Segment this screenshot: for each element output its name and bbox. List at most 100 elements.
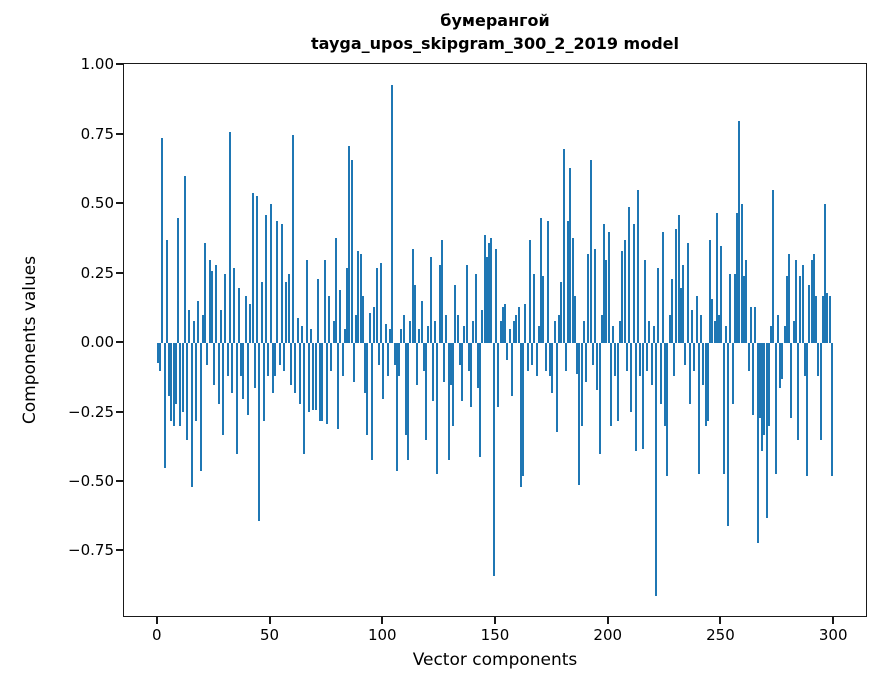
x-tick-mark: [155, 617, 158, 624]
bar: [373, 306, 376, 344]
bar: [655, 343, 658, 596]
bar: [186, 343, 189, 441]
bar: [235, 343, 238, 455]
bar: [256, 195, 259, 344]
bar: [513, 320, 516, 344]
bar: [772, 190, 775, 344]
bar: [371, 343, 373, 460]
bar: [253, 343, 256, 388]
bar: [495, 248, 497, 344]
bar: [758, 343, 761, 419]
bar: [438, 265, 441, 344]
bar: [621, 251, 624, 344]
bar: [215, 265, 218, 344]
bar: [258, 343, 261, 521]
bar: [204, 243, 207, 344]
bar: [361, 295, 364, 344]
bar: [159, 343, 162, 371]
bar: [183, 176, 186, 344]
bar: [553, 320, 556, 344]
bar: [485, 257, 488, 344]
bar: [580, 343, 583, 427]
bar: [578, 343, 581, 485]
bar: [174, 343, 177, 405]
bar: [334, 237, 337, 344]
bar: [706, 343, 709, 421]
bar: [352, 343, 355, 382]
bar: [785, 276, 788, 344]
bar: [172, 343, 175, 427]
x-tick-label: 100: [367, 626, 397, 644]
bar: [458, 343, 461, 366]
bar: [294, 343, 297, 394]
bar: [217, 343, 220, 405]
bar: [233, 268, 236, 344]
bar: [319, 343, 322, 421]
bar: [228, 132, 231, 344]
bar: [634, 343, 637, 452]
bar: [213, 343, 216, 385]
bar: [797, 343, 800, 441]
bar: [801, 265, 804, 344]
bar: [260, 281, 263, 344]
y-tick-mark: [116, 549, 123, 552]
bar: [668, 315, 671, 344]
bar: [375, 268, 378, 344]
y-tick-mark: [116, 202, 123, 205]
bar: [736, 212, 739, 344]
bar: [382, 343, 385, 399]
bar: [549, 343, 552, 377]
bar: [357, 251, 360, 344]
bar: [794, 259, 797, 344]
y-tick-label: 0.25: [80, 263, 114, 282]
bar: [404, 343, 407, 435]
bar: [276, 220, 279, 344]
bar: [650, 343, 653, 385]
bar: [749, 306, 752, 344]
bar: [542, 276, 545, 344]
bar: [285, 281, 288, 344]
bar: [165, 240, 168, 344]
bar: [504, 304, 507, 344]
bar: [596, 343, 599, 391]
bar: [431, 343, 434, 402]
bar: [391, 84, 394, 344]
bar: [526, 343, 529, 371]
bar: [224, 273, 227, 344]
bar: [670, 279, 673, 344]
bar: [359, 254, 362, 344]
bar: [544, 343, 547, 371]
bar: [700, 315, 703, 344]
bar: [598, 343, 601, 455]
bar: [587, 254, 590, 344]
y-tick-mark: [116, 341, 123, 344]
bar: [303, 343, 306, 455]
bar: [499, 320, 502, 344]
bar: [168, 343, 171, 396]
bar: [731, 343, 734, 405]
bar: [643, 259, 646, 344]
bar: [323, 259, 326, 344]
bar: [208, 259, 211, 344]
bar: [380, 262, 383, 344]
bar: [443, 343, 446, 382]
bar: [616, 343, 619, 421]
bar: [756, 343, 759, 544]
bar: [776, 315, 779, 344]
bar: [713, 320, 716, 344]
bar: [316, 279, 319, 344]
bar: [398, 343, 401, 377]
bar: [567, 220, 570, 344]
bar: [413, 284, 416, 344]
y-axis-label: Components values: [20, 255, 40, 425]
y-tick-label: −0.25: [68, 402, 114, 421]
bar: [416, 343, 419, 385]
bar: [161, 137, 164, 344]
bar: [738, 120, 741, 344]
bar: [546, 220, 549, 344]
bar: [249, 304, 252, 344]
bar: [600, 315, 603, 344]
bar: [467, 343, 470, 371]
bar: [206, 343, 209, 366]
